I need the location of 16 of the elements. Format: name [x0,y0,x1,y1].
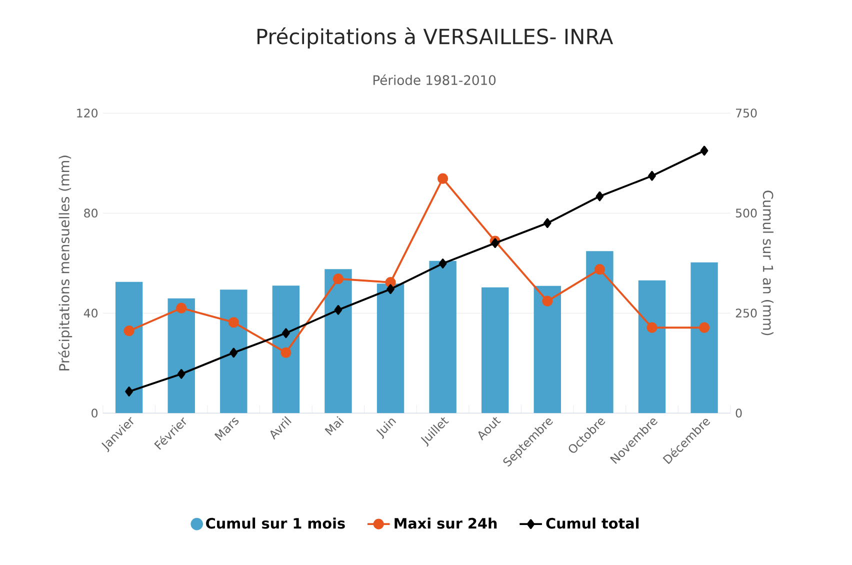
legend-label: Cumul sur 1 mois [206,518,345,529]
chart-title: Précipitations à VERSAILLES- INRA [257,27,614,49]
y-tick-label: 0 [92,408,98,418]
legend-label: Cumul total [546,518,639,529]
y2-tick-label: 250 [736,308,757,318]
chart-subtitle: Période 1981-2010 [373,74,496,86]
y-tick-label: 80 [84,208,98,218]
y2-tick-label: 750 [736,108,757,118]
y2-axis-title: Cumul sur 1 an (mm) [761,190,774,336]
legend-label: Maxi sur 24h [394,518,497,529]
x-tick-label: Mai [324,416,344,436]
y2-tick-label: 500 [736,208,757,218]
y-axis-title: Précipitations mensuelles (mm) [58,156,72,370]
y2-tick-label: 0 [736,408,742,418]
y-tick-label: 40 [84,308,98,318]
y-tick-label: 120 [77,108,98,118]
